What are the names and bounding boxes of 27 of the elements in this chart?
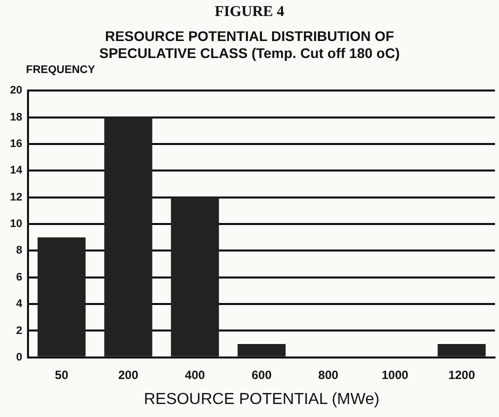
y-axis-title: FREQUENCY — [26, 64, 96, 78]
y-tick-label: 10 — [10, 218, 22, 230]
x-axis-title: RESOURCE POTENTIAL (MWe) — [144, 390, 380, 408]
bar — [38, 237, 86, 356]
x-tick-label: 1000 — [382, 368, 409, 382]
bar — [170, 197, 219, 356]
x-tick-label: 50 — [54, 368, 69, 382]
x-tick-label: 800 — [318, 368, 339, 382]
y-tick-label: 4 — [16, 298, 24, 310]
y-tick-label: 20 — [10, 84, 22, 97]
y-tick-label: 12 — [10, 191, 22, 204]
y-tick-label: 8 — [16, 244, 22, 257]
x-tick-label: 600 — [252, 368, 272, 382]
bar — [438, 344, 486, 356]
chart-subtitle: RESOURCE POTENTIAL DISTRIBUTION OF SPECULATIVE CLASS (Temp. Cut off 180 oC) — [98, 28, 401, 62]
x-tick-label: 1200 — [448, 368, 476, 382]
bar — [238, 344, 286, 356]
y-tick-label: 2 — [16, 324, 22, 337]
y-tick-label: 16 — [10, 138, 22, 150]
y-tick-label: 0 — [16, 351, 22, 364]
x-tick-label: 400 — [184, 368, 206, 382]
y-tick-label: 14 — [10, 164, 24, 177]
bar — [104, 117, 152, 356]
x-tick-label: 200 — [118, 368, 139, 382]
y-tick-label: 6 — [16, 271, 22, 284]
chart-title: FIGURE 4 — [214, 4, 286, 22]
y-tick-label: 18 — [10, 111, 22, 124]
